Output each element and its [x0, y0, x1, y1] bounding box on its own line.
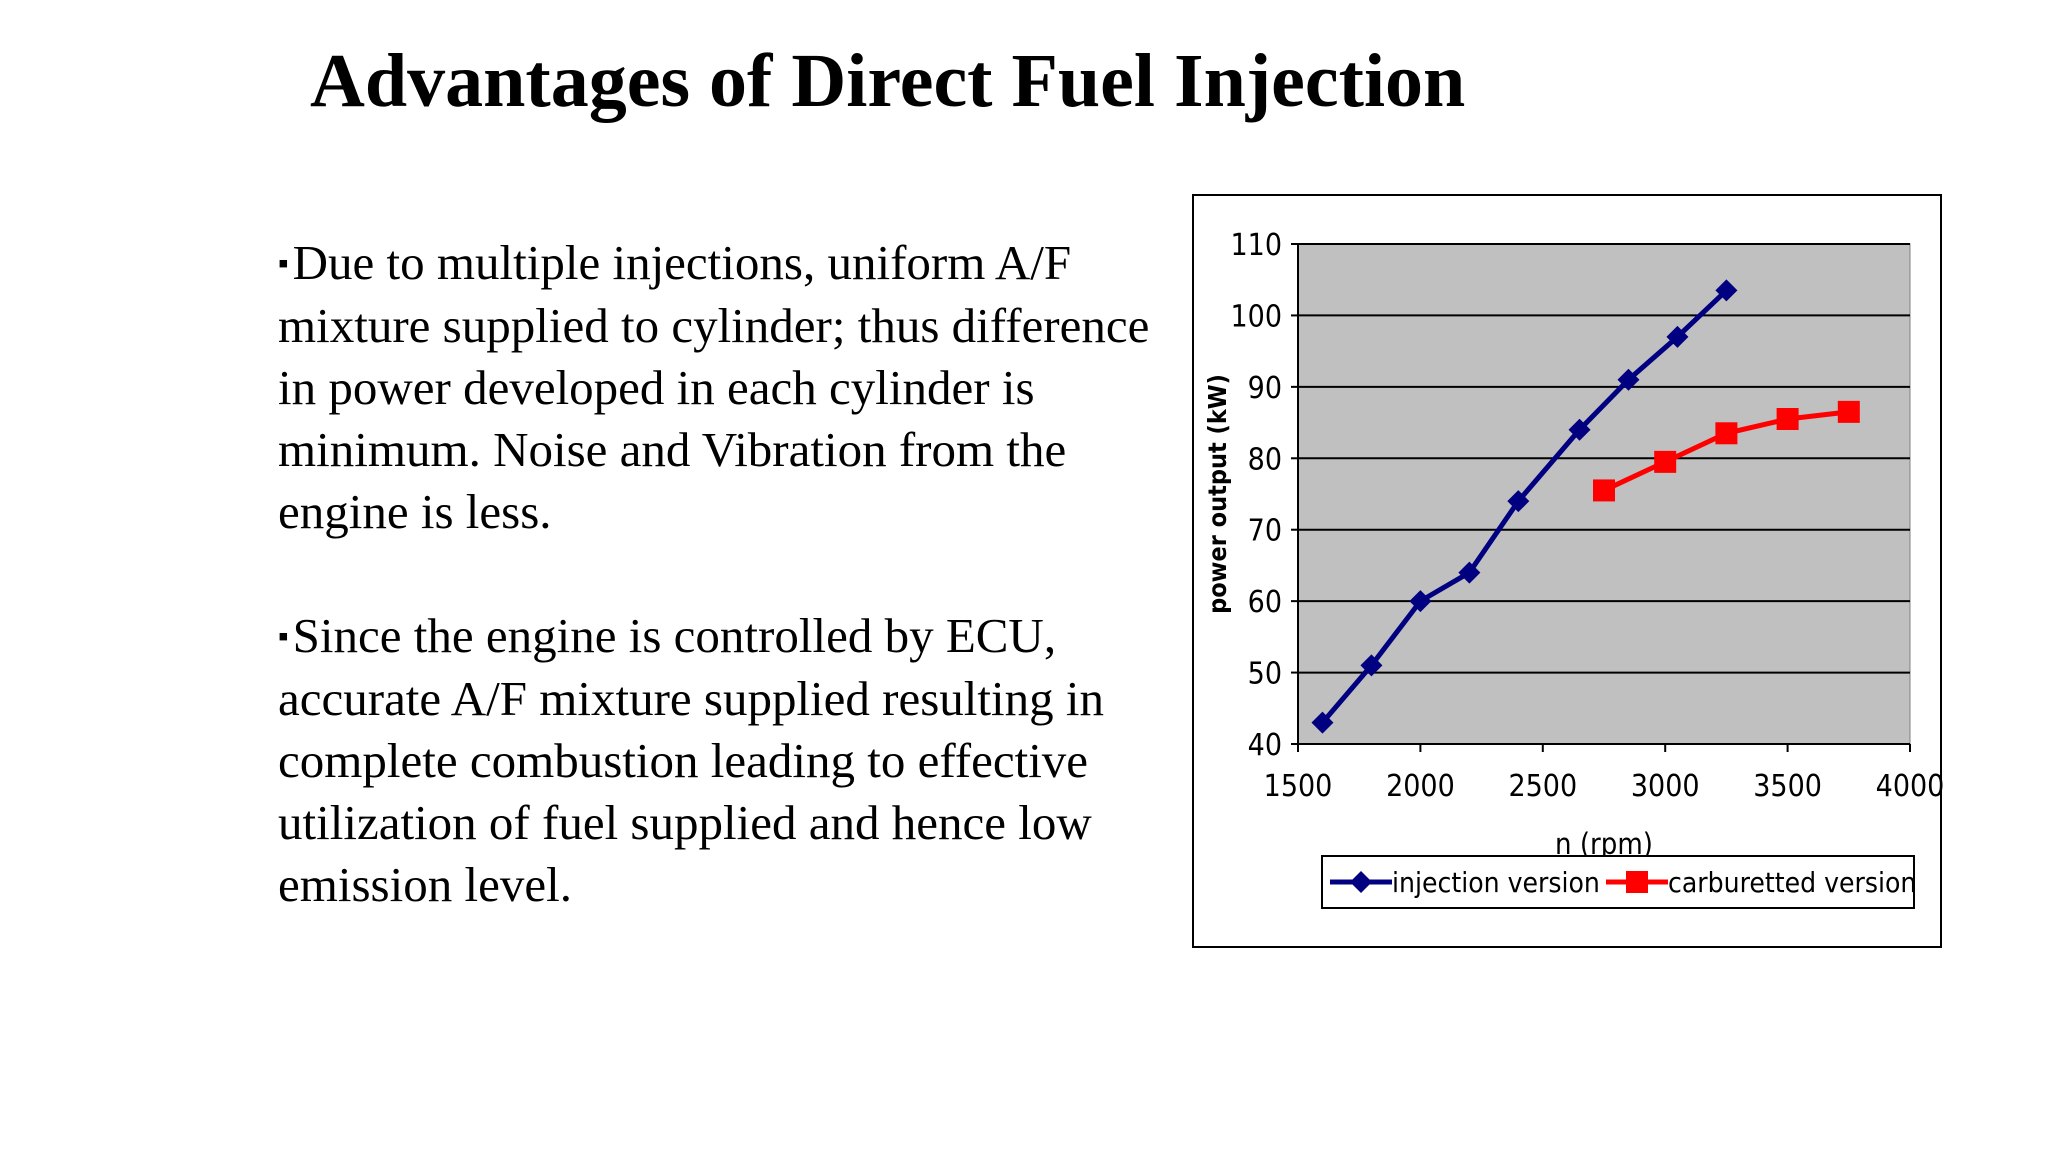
data-point — [1507, 490, 1530, 513]
y-tick-label: 40 — [1248, 728, 1282, 763]
bullet-text: Since the engine is controlled by ECU, a… — [278, 608, 1105, 912]
data-point — [1715, 422, 1738, 445]
data-point — [1617, 368, 1640, 391]
y-tick-label: 80 — [1248, 442, 1282, 477]
x-tick-label: 4000 — [1876, 769, 1944, 804]
data-point — [1715, 279, 1738, 302]
bullet-item: ▪Since the engine is controlled by ECU, … — [278, 605, 1158, 916]
data-point — [1409, 590, 1432, 613]
chart-frame: 40 50 60 70 80 90 100 110 1500 2000 2500 3000 3500 40… — [1192, 194, 1944, 948]
data-point — [1360, 654, 1383, 677]
y-tick-label: 50 — [1248, 657, 1282, 692]
x-tick-label: 2500 — [1508, 769, 1577, 804]
y-axis-label: power output (kW) — [1203, 374, 1232, 614]
x-tick-label: 2000 — [1386, 769, 1455, 804]
bullet-marker: ▪ — [278, 620, 289, 653]
y-tick-label: 70 — [1248, 514, 1282, 549]
x-tick-label: 3000 — [1631, 769, 1700, 804]
data-point — [1654, 450, 1677, 473]
bullet-list: ▪Due to multiple injections, uniform A/F… — [278, 232, 1158, 978]
bullet-text: Due to multiple injections, uniform A/F … — [278, 235, 1150, 539]
data-point — [1458, 561, 1481, 584]
data-point — [1568, 418, 1591, 441]
y-tick-label: 110 — [1230, 228, 1282, 263]
legend-label: injection version — [1392, 866, 1600, 899]
x-tick-label: 1500 — [1264, 769, 1333, 804]
data-point — [1666, 325, 1689, 348]
legend-marker — [1350, 871, 1372, 893]
legend-label: carburetted version — [1668, 866, 1916, 899]
data-point — [1776, 408, 1799, 430]
slide-title: Advantages of Direct Fuel Injection — [310, 39, 1466, 123]
y-tick-label: 100 — [1230, 299, 1282, 334]
data-point — [1311, 711, 1334, 734]
power-chart: 40 50 60 70 80 90 100 110 1500 2000 2500 3000 3500 40… — [1203, 228, 1944, 909]
bullet-marker: ▪ — [278, 247, 289, 280]
y-tick-label: 90 — [1248, 371, 1282, 406]
data-point — [1837, 400, 1860, 423]
legend-marker — [1626, 871, 1648, 893]
data-point — [1593, 479, 1615, 502]
bullet-item: ▪Due to multiple injections, uniform A/F… — [278, 232, 1158, 543]
y-tick-label: 60 — [1248, 585, 1282, 620]
x-tick-label: 3500 — [1753, 769, 1822, 804]
